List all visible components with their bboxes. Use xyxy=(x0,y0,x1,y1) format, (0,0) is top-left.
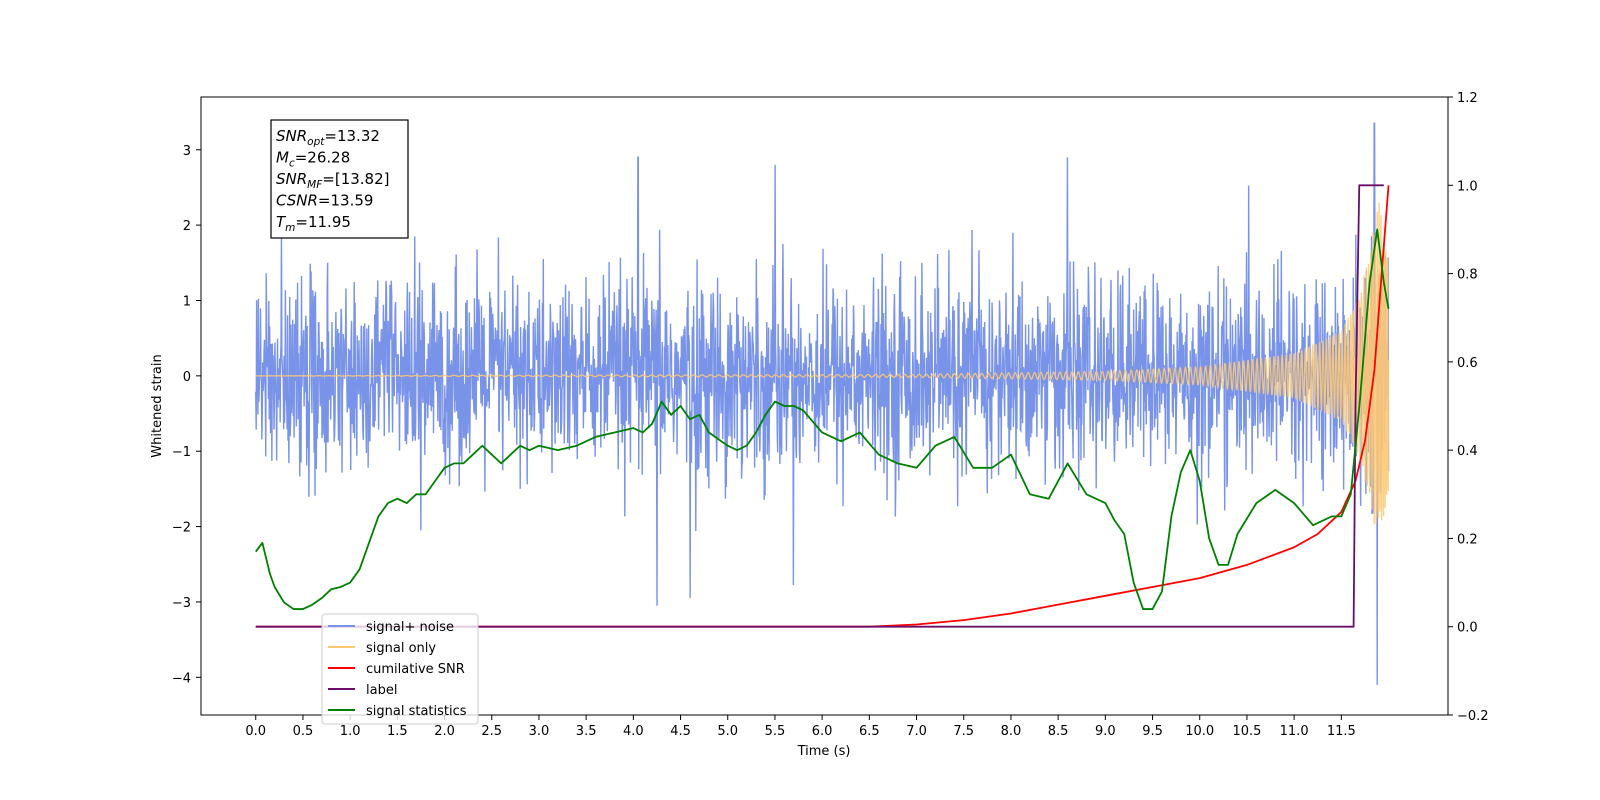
y-right-tick-label: 0.0 xyxy=(1457,621,1478,636)
y-axis-right: 1.2 1.0 0.8 0.6 0.4 0.2 0.0 −0.2 xyxy=(1448,91,1489,724)
x-tick-label: 1.0 xyxy=(340,724,361,739)
annotation-frame xyxy=(270,119,409,239)
y-left-tick-label: −4 xyxy=(172,671,191,686)
annotation-line: Mc=26.28 xyxy=(276,149,350,170)
legend-label-signal-noise: signal+ noise xyxy=(366,620,454,635)
x-tick-label: 9.0 xyxy=(1095,724,1116,739)
x-tick-label: 5.5 xyxy=(765,724,786,739)
series-signal-noise xyxy=(255,122,1390,685)
x-tick-label: 8.5 xyxy=(1048,724,1069,739)
y-left-tick-label: −3 xyxy=(172,596,191,611)
y-left-tick-label: 2 xyxy=(183,219,191,234)
annotation-line: SNRMF=[13.82] xyxy=(276,170,390,191)
y-right-tick-label: 0.8 xyxy=(1457,268,1478,283)
x-tick-label: 9.5 xyxy=(1142,724,1163,739)
x-tick-label: 6.5 xyxy=(859,724,880,739)
y-right-tick-label: 0.6 xyxy=(1457,356,1478,371)
x-tick-label: 7.0 xyxy=(906,724,927,739)
y-right-tick-label: 1.2 xyxy=(1457,91,1478,106)
legend: signal+ noise signal only cumilative SNR la… xyxy=(321,613,479,725)
x-tick-label: 1.5 xyxy=(387,724,408,739)
y-axis-left: 3 2 1 0 −1 −2 −3 −4 xyxy=(172,144,201,686)
x-tick-label: 3.5 xyxy=(576,724,597,739)
legend-label-signal-statistics: signal statistics xyxy=(366,704,467,719)
series-label xyxy=(255,184,1384,628)
y-right-tick-label: 0.2 xyxy=(1457,532,1478,547)
y-right-tick-label: −0.2 xyxy=(1457,709,1489,724)
plot-area xyxy=(255,122,1390,685)
y-left-tick-label: 3 xyxy=(183,144,191,159)
x-axis: 0.0 0.5 1.0 1.5 2.0 2.5 3.0 3.5 4.0 4.5 5.0 5.5 6.0 6… xyxy=(245,715,1356,739)
legend-label-cumilative-snr: cumilative SNR xyxy=(366,662,465,677)
y-left-tick-label: −1 xyxy=(172,445,191,460)
legend-label-signal-only: signal only xyxy=(366,641,436,656)
annotation-line: Tm=11.95 xyxy=(276,213,351,234)
x-tick-label: 4.5 xyxy=(670,724,691,739)
legend-frame xyxy=(321,613,479,725)
y-axis-left-label: Whitened strain xyxy=(150,354,165,457)
y-left-tick-label: −2 xyxy=(172,521,191,536)
x-tick-label: 6.0 xyxy=(812,724,833,739)
y-left-tick-label: 0 xyxy=(183,370,191,385)
x-tick-label: 10.5 xyxy=(1232,724,1261,739)
x-tick-label: 2.5 xyxy=(481,724,502,739)
annotation-box: SNRopt=13.32Mc=26.28SNRMF=[13.82]CSNR=13… xyxy=(270,119,409,239)
series-signal-only xyxy=(255,202,1390,525)
y-right-tick-label: 1.0 xyxy=(1457,179,1478,194)
y-left-tick-label: 1 xyxy=(183,294,191,309)
plot-frame xyxy=(200,96,1449,716)
y-right-tick-label: 0.4 xyxy=(1457,444,1478,459)
x-tick-label: 11.0 xyxy=(1280,724,1309,739)
x-tick-label: 10.0 xyxy=(1185,724,1214,739)
x-tick-label: 0.0 xyxy=(245,724,266,739)
x-tick-label: 3.0 xyxy=(529,724,550,739)
series-cumilative-snr xyxy=(255,185,1390,628)
x-tick-label: 8.0 xyxy=(1001,724,1022,739)
x-axis-label: Time (s) xyxy=(797,744,851,759)
x-tick-label: 4.0 xyxy=(623,724,644,739)
legend-label-label: label xyxy=(366,683,397,698)
x-tick-label: 0.5 xyxy=(293,724,314,739)
x-tick-label: 5.0 xyxy=(717,724,738,739)
x-tick-label: 11.5 xyxy=(1327,724,1356,739)
x-tick-label: 2.0 xyxy=(434,724,455,739)
annotation-line: CSNR=13.59 xyxy=(276,192,373,210)
annotation-line: SNRopt=13.32 xyxy=(276,127,380,148)
series-signal-statistics xyxy=(255,228,1390,610)
x-tick-label: 7.5 xyxy=(953,724,974,739)
